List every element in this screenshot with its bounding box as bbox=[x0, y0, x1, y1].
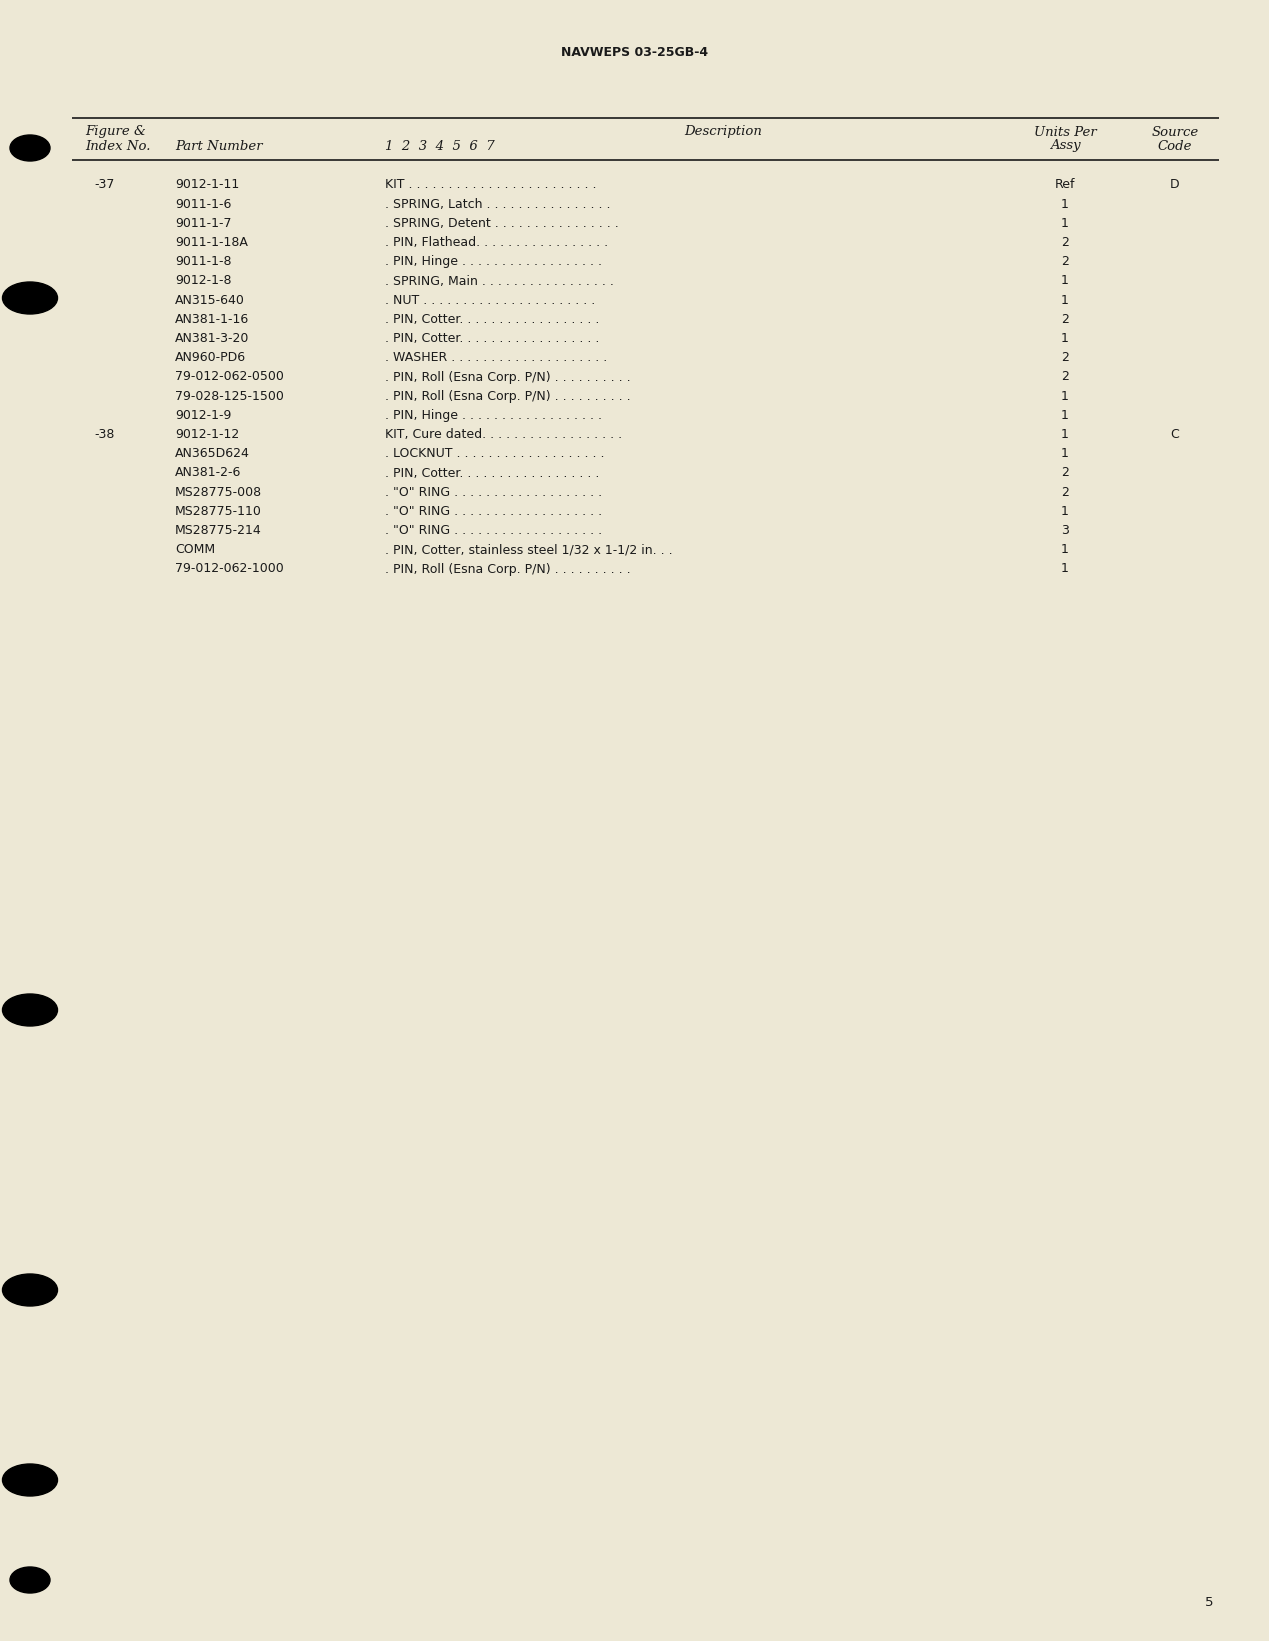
Text: AN365D624: AN365D624 bbox=[175, 448, 250, 459]
Text: 2: 2 bbox=[1061, 351, 1068, 364]
Text: -37: -37 bbox=[95, 179, 115, 192]
Text: 1: 1 bbox=[1061, 217, 1068, 230]
Text: 9012-1-11: 9012-1-11 bbox=[175, 179, 240, 192]
Text: 3: 3 bbox=[1061, 523, 1068, 537]
Text: 1  2  3  4  5  6  7: 1 2 3 4 5 6 7 bbox=[385, 139, 495, 153]
Text: Code: Code bbox=[1157, 139, 1193, 153]
Text: 2: 2 bbox=[1061, 371, 1068, 384]
Text: 2: 2 bbox=[1061, 313, 1068, 327]
Text: 2: 2 bbox=[1061, 236, 1068, 249]
Ellipse shape bbox=[3, 282, 57, 313]
Text: 5: 5 bbox=[1204, 1597, 1213, 1610]
Text: AN381-1-16: AN381-1-16 bbox=[175, 313, 249, 327]
Text: Part Number: Part Number bbox=[175, 139, 263, 153]
Text: . PIN, Cotter. . . . . . . . . . . . . . . . . .: . PIN, Cotter. . . . . . . . . . . . . .… bbox=[385, 466, 599, 479]
Text: 2: 2 bbox=[1061, 256, 1068, 267]
Text: MS28775-214: MS28775-214 bbox=[175, 523, 261, 537]
Text: . PIN, Flathead. . . . . . . . . . . . . . . . .: . PIN, Flathead. . . . . . . . . . . . .… bbox=[385, 236, 608, 249]
Text: MS28775-110: MS28775-110 bbox=[175, 505, 261, 519]
Text: 1: 1 bbox=[1061, 294, 1068, 307]
Text: . PIN, Roll (Esna Corp. P/N) . . . . . . . . . .: . PIN, Roll (Esna Corp. P/N) . . . . . .… bbox=[385, 389, 631, 402]
Text: 1: 1 bbox=[1061, 505, 1068, 519]
Text: . PIN, Cotter. . . . . . . . . . . . . . . . . .: . PIN, Cotter. . . . . . . . . . . . . .… bbox=[385, 313, 599, 327]
Text: . PIN, Hinge . . . . . . . . . . . . . . . . . .: . PIN, Hinge . . . . . . . . . . . . . .… bbox=[385, 256, 602, 267]
Text: . PIN, Hinge . . . . . . . . . . . . . . . . . .: . PIN, Hinge . . . . . . . . . . . . . .… bbox=[385, 409, 602, 422]
Text: 1: 1 bbox=[1061, 428, 1068, 441]
Text: AN381-3-20: AN381-3-20 bbox=[175, 331, 250, 345]
Text: Index No.: Index No. bbox=[85, 139, 151, 153]
Text: 1: 1 bbox=[1061, 331, 1068, 345]
Text: . PIN, Cotter. . . . . . . . . . . . . . . . . .: . PIN, Cotter. . . . . . . . . . . . . .… bbox=[385, 331, 599, 345]
Ellipse shape bbox=[10, 1567, 49, 1593]
Text: -38: -38 bbox=[95, 428, 115, 441]
Text: . WASHER . . . . . . . . . . . . . . . . . . . .: . WASHER . . . . . . . . . . . . . . . .… bbox=[385, 351, 608, 364]
Text: AN315-640: AN315-640 bbox=[175, 294, 245, 307]
Text: 1: 1 bbox=[1061, 274, 1068, 287]
Text: 9011-1-6: 9011-1-6 bbox=[175, 197, 231, 210]
Text: . PIN, Cotter, stainless steel 1/32 x 1-1/2 in. . .: . PIN, Cotter, stainless steel 1/32 x 1-… bbox=[385, 543, 673, 556]
Text: 9011-1-8: 9011-1-8 bbox=[175, 256, 231, 267]
Text: 1: 1 bbox=[1061, 448, 1068, 459]
Text: 2: 2 bbox=[1061, 486, 1068, 499]
Text: Description: Description bbox=[684, 125, 763, 138]
Text: C: C bbox=[1170, 428, 1179, 441]
Text: . NUT . . . . . . . . . . . . . . . . . . . . . .: . NUT . . . . . . . . . . . . . . . . . … bbox=[385, 294, 595, 307]
Text: 79-012-062-0500: 79-012-062-0500 bbox=[175, 371, 284, 384]
Text: 1: 1 bbox=[1061, 409, 1068, 422]
Text: 9011-1-7: 9011-1-7 bbox=[175, 217, 231, 230]
Text: 1: 1 bbox=[1061, 563, 1068, 576]
Text: AN960-PD6: AN960-PD6 bbox=[175, 351, 246, 364]
Text: NAVWEPS 03-25GB-4: NAVWEPS 03-25GB-4 bbox=[561, 46, 708, 59]
Text: 79-012-062-1000: 79-012-062-1000 bbox=[175, 563, 284, 576]
Text: 1: 1 bbox=[1061, 197, 1068, 210]
Text: COMM: COMM bbox=[175, 543, 216, 556]
Text: . SPRING, Main . . . . . . . . . . . . . . . . .: . SPRING, Main . . . . . . . . . . . . .… bbox=[385, 274, 614, 287]
Text: . "O" RING . . . . . . . . . . . . . . . . . . .: . "O" RING . . . . . . . . . . . . . . .… bbox=[385, 486, 602, 499]
Text: 9012-1-9: 9012-1-9 bbox=[175, 409, 231, 422]
Text: . "O" RING . . . . . . . . . . . . . . . . . . .: . "O" RING . . . . . . . . . . . . . . .… bbox=[385, 523, 602, 537]
Text: KIT, Cure dated. . . . . . . . . . . . . . . . . .: KIT, Cure dated. . . . . . . . . . . . .… bbox=[385, 428, 622, 441]
Ellipse shape bbox=[3, 994, 57, 1026]
Text: 9011-1-18A: 9011-1-18A bbox=[175, 236, 247, 249]
Ellipse shape bbox=[3, 1464, 57, 1497]
Text: MS28775-008: MS28775-008 bbox=[175, 486, 263, 499]
Text: Source: Source bbox=[1151, 125, 1199, 138]
Ellipse shape bbox=[10, 135, 49, 161]
Ellipse shape bbox=[3, 1273, 57, 1306]
Text: Assy: Assy bbox=[1049, 139, 1080, 153]
Text: 1: 1 bbox=[1061, 543, 1068, 556]
Text: 79-028-125-1500: 79-028-125-1500 bbox=[175, 389, 284, 402]
Text: 2: 2 bbox=[1061, 466, 1068, 479]
Text: . PIN, Roll (Esna Corp. P/N) . . . . . . . . . .: . PIN, Roll (Esna Corp. P/N) . . . . . .… bbox=[385, 563, 631, 576]
Text: 9012-1-8: 9012-1-8 bbox=[175, 274, 231, 287]
Text: KIT . . . . . . . . . . . . . . . . . . . . . . . .: KIT . . . . . . . . . . . . . . . . . . … bbox=[385, 179, 596, 192]
Text: D: D bbox=[1170, 179, 1180, 192]
Text: Figure &: Figure & bbox=[85, 125, 146, 138]
Text: 9012-1-12: 9012-1-12 bbox=[175, 428, 240, 441]
Text: . "O" RING . . . . . . . . . . . . . . . . . . .: . "O" RING . . . . . . . . . . . . . . .… bbox=[385, 505, 602, 519]
Text: Units Per: Units Per bbox=[1034, 125, 1096, 138]
Text: AN381-2-6: AN381-2-6 bbox=[175, 466, 241, 479]
Text: 1: 1 bbox=[1061, 389, 1068, 402]
Text: . PIN, Roll (Esna Corp. P/N) . . . . . . . . . .: . PIN, Roll (Esna Corp. P/N) . . . . . .… bbox=[385, 371, 631, 384]
Text: . SPRING, Detent . . . . . . . . . . . . . . . .: . SPRING, Detent . . . . . . . . . . . .… bbox=[385, 217, 619, 230]
Text: Ref: Ref bbox=[1055, 179, 1075, 192]
Text: . SPRING, Latch . . . . . . . . . . . . . . . .: . SPRING, Latch . . . . . . . . . . . . … bbox=[385, 197, 610, 210]
Text: . LOCKNUT . . . . . . . . . . . . . . . . . . .: . LOCKNUT . . . . . . . . . . . . . . . … bbox=[385, 448, 604, 459]
